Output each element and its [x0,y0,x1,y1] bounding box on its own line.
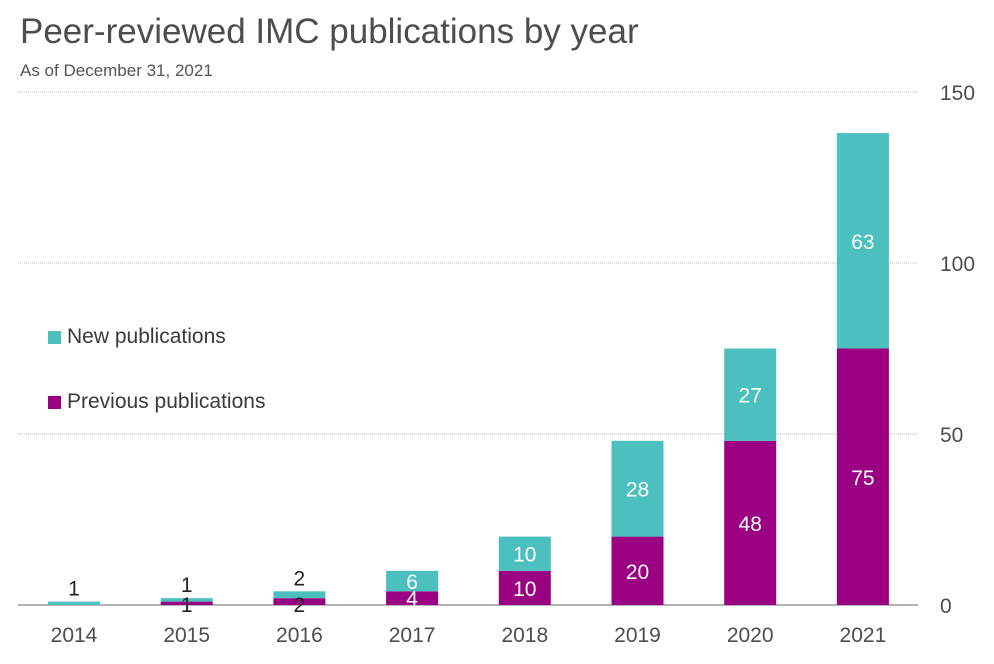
x-tick-label: 2014 [51,624,98,647]
data-label-new: 28 [626,479,649,502]
bar-previous [273,598,326,605]
data-label-new: 63 [851,231,874,254]
data-label-previous: 2 [294,594,306,617]
y-tick-label: 0 [940,595,952,618]
chart-subtitle: As of December 31, 2021 [20,61,213,80]
x-tick-label: 2021 [840,624,887,647]
data-label-previous: 75 [851,467,874,490]
legend-label-previous: Previous publications [67,390,266,413]
data-label-new: 1 [181,574,193,597]
bar-new [611,440,664,537]
y-tick-label: 50 [940,424,963,447]
data-label-new: 6 [406,571,418,594]
data-label-previous: 10 [513,578,536,601]
x-tick-label: 2018 [501,624,548,647]
bar-new [498,536,551,571]
y-tick-label: 100 [940,253,975,276]
data-label-previous: 1 [181,594,193,617]
data-label-new: 2 [294,567,306,590]
data-label-new: 27 [739,385,762,408]
data-label-previous: 4 [406,588,418,611]
legend-item-previous: Previous publications [48,390,265,414]
chart-title: Peer-reviewed IMC publications by year [20,12,639,51]
x-tick-label: 2015 [163,624,210,647]
x-tick-label: 2019 [614,624,661,647]
x-tick-label: 2017 [389,624,436,647]
bar-new [273,591,326,599]
legend-swatch-new [48,330,61,344]
bar-new [386,570,439,592]
bar-previous [498,570,551,605]
bar-previous [724,440,777,605]
bar-new [836,133,889,349]
legend-label-new: New publications [67,325,226,348]
x-tick-label: 2016 [276,624,323,647]
bar-previous [160,601,213,605]
bar-previous [611,536,664,605]
legend-swatch-previous [48,395,61,409]
data-label-new: 10 [513,544,536,567]
bar-previous [836,348,889,605]
data-label-previous: 48 [739,513,762,536]
data-label-new: 1 [68,578,80,601]
y-tick-label: 150 [940,82,975,105]
data-label-previous: 20 [626,561,649,584]
bar-new [160,598,213,602]
x-tick-label: 2020 [727,624,774,647]
legend-item-new: New publications [48,325,226,349]
bar-new [724,348,777,441]
bar-new [48,601,100,605]
bar-previous [386,591,439,605]
